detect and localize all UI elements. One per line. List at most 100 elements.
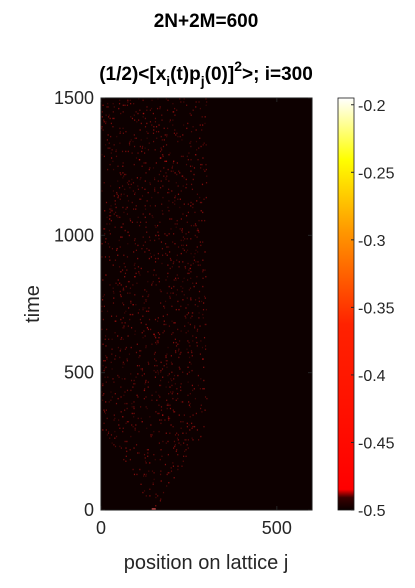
heatmap-speckle	[114, 259, 117, 261]
x-tick-label: 500	[262, 518, 292, 538]
heatmap-speckle	[179, 386, 182, 388]
heatmap-speckle	[117, 284, 119, 286]
heatmap-speckle	[204, 409, 206, 411]
heatmap-speckle	[167, 191, 169, 194]
heatmap-speckle	[158, 333, 161, 336]
heatmap-speckle	[189, 392, 191, 395]
heatmap-speckle	[139, 318, 142, 321]
heatmap-speckle	[155, 493, 157, 495]
heatmap-speckle	[137, 112, 139, 115]
heatmap-speckle	[187, 381, 189, 383]
heatmap-speckle	[119, 99, 121, 102]
heatmap-speckle	[174, 445, 176, 448]
heatmap-speckle	[175, 345, 178, 347]
heatmap-speckle	[147, 381, 149, 383]
heatmap-speckle	[200, 404, 202, 406]
heatmap-speckle	[149, 462, 151, 464]
heatmap-speckle	[201, 346, 204, 349]
heatmap-speckle	[155, 130, 158, 133]
heatmap-speckle	[189, 267, 192, 270]
heatmap-speckle	[170, 470, 173, 472]
heatmap-speckle	[159, 396, 161, 398]
heatmap-speckle	[184, 315, 186, 317]
heatmap-speckle	[160, 480, 162, 482]
heatmap-speckle	[118, 107, 120, 110]
heatmap-speckle	[160, 241, 163, 243]
heatmap-speckle	[189, 361, 191, 364]
heatmap-speckle	[198, 290, 201, 293]
heatmap-speckle	[193, 167, 196, 169]
heatmap-speckle	[111, 338, 113, 341]
heatmap-speckle	[177, 374, 179, 377]
heatmap-speckle	[144, 216, 146, 219]
heatmap-speckle	[155, 505, 157, 507]
heatmap-speckle	[112, 302, 115, 304]
heatmap-speckle	[174, 322, 176, 324]
heatmap-speckle	[156, 224, 159, 227]
heatmap-speckle	[128, 180, 130, 182]
heatmap-speckle	[188, 424, 190, 426]
heatmap-speckle	[168, 285, 170, 288]
heatmap-speckle	[204, 396, 207, 398]
heatmap-speckle	[187, 211, 190, 214]
heatmap-speckle	[194, 425, 196, 428]
heatmap-speckle	[173, 477, 175, 479]
heatmap-speckle	[128, 234, 130, 237]
heatmap-speckle	[144, 205, 146, 207]
heatmap-speckle	[179, 368, 181, 370]
heatmap-speckle	[189, 267, 191, 270]
heatmap-speckle	[145, 345, 147, 347]
heatmap-speckle	[144, 335, 146, 337]
heatmap-speckle	[166, 473, 168, 476]
source-spot	[151, 508, 156, 510]
heatmap-speckle	[179, 198, 181, 200]
heatmap-speckle	[112, 378, 114, 380]
heatmap-speckle	[140, 417, 142, 420]
heatmap-speckle	[161, 119, 163, 121]
heatmap-speckle	[187, 351, 189, 354]
heatmap-speckle	[153, 369, 155, 372]
heatmap-speckle	[172, 391, 174, 393]
heatmap-speckle	[142, 307, 144, 309]
heatmap-speckle	[118, 419, 120, 421]
heatmap-speckle	[149, 495, 151, 497]
heatmap-speckle	[162, 154, 164, 156]
heatmap-speckle	[114, 358, 116, 360]
heatmap-speckle	[190, 183, 193, 186]
colorbar-tick-label: -0.2	[358, 98, 386, 115]
heatmap-speckle	[193, 224, 195, 227]
heatmap-speckle	[147, 455, 149, 458]
heatmap-speckle	[113, 414, 115, 416]
heatmap-speckle	[154, 376, 157, 378]
colorbar-tick-label: -0.25	[358, 165, 395, 182]
heatmap-speckle	[172, 292, 174, 294]
heatmap-speckle	[164, 419, 166, 421]
heatmap-speckle	[155, 341, 157, 344]
heatmap-speckle	[127, 183, 130, 186]
heatmap-speckle	[178, 348, 180, 350]
heatmap-speckle	[106, 358, 108, 360]
plot-frame	[100, 97, 313, 511]
heatmap-speckle	[148, 470, 150, 472]
heatmap-speckle	[133, 447, 135, 449]
heatmap-speckle	[133, 416, 135, 418]
heatmap-speckle	[101, 391, 103, 393]
heatmap-speckle	[137, 188, 140, 191]
heatmap-speckle	[166, 127, 169, 130]
heatmap-speckle	[141, 145, 144, 148]
heatmap-speckle	[133, 145, 136, 148]
heatmap-speckle	[129, 313, 131, 316]
heatmap-speckle	[176, 449, 178, 451]
colorbar-tick-label: -0.4	[358, 368, 386, 385]
heatmap-speckle	[170, 424, 172, 426]
heatmap-speckle	[126, 440, 128, 443]
heatmap-speckle	[176, 173, 178, 176]
heatmap-speckle	[182, 287, 184, 289]
heatmap-speckle	[122, 427, 124, 429]
heatmap-speckle	[120, 284, 122, 286]
heatmap-speckle	[161, 210, 163, 212]
heatmap-speckle	[158, 336, 160, 339]
heatmap-speckle	[160, 449, 162, 451]
heatmap-speckle	[177, 185, 179, 187]
heatmap-speckle	[149, 109, 151, 111]
